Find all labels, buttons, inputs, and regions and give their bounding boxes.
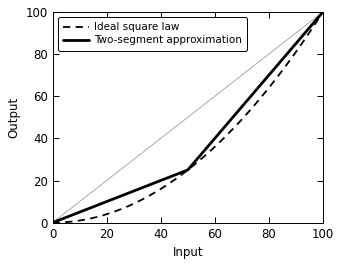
Ideal square law <box>179 173 183 177</box>
Ideal square law <box>314 20 318 24</box>
Line: Ideal square law: Ideal square law <box>53 12 323 223</box>
Line: Two-segment approximation: Two-segment approximation <box>53 12 323 223</box>
Y-axis label: Output: Output <box>7 97 20 138</box>
Two-segment approximation <box>186 168 190 172</box>
Ideal square law <box>211 146 216 149</box>
Ideal square law <box>181 172 185 176</box>
Ideal square law <box>197 159 201 163</box>
Legend: Ideal square law, Two-segment approximation: Ideal square law, Two-segment approximat… <box>58 17 247 51</box>
Ideal square law <box>272 80 276 83</box>
X-axis label: Input: Input <box>173 246 203 259</box>
Ideal square law <box>321 10 325 14</box>
Two-segment approximation <box>321 10 325 14</box>
Two-segment approximation <box>50 221 55 224</box>
Ideal square law <box>50 221 55 224</box>
